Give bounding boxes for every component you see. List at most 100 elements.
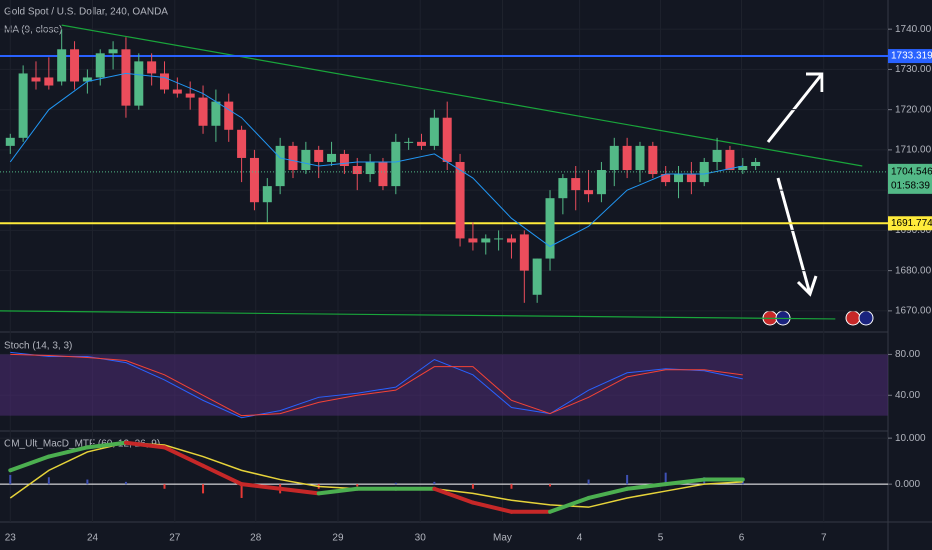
stoch-title: Stoch (14, 3, 3) bbox=[4, 341, 72, 352]
candle-body bbox=[417, 141, 427, 146]
candle-body bbox=[57, 49, 67, 82]
last-price-bg bbox=[888, 163, 932, 194]
arrows bbox=[766, 72, 824, 297]
histogram-bar bbox=[510, 484, 513, 489]
level-label: 1691.774 bbox=[891, 218, 932, 229]
candle-body bbox=[442, 117, 452, 162]
histogram-bar bbox=[86, 479, 89, 485]
candle-body bbox=[211, 101, 221, 126]
candle-body bbox=[314, 149, 324, 162]
histogram-bar bbox=[394, 482, 397, 485]
candle-body bbox=[262, 186, 272, 203]
candle-body bbox=[506, 238, 516, 243]
macd-segment bbox=[123, 440, 167, 450]
candle-body bbox=[751, 161, 761, 166]
y-tick-label: 1730.00 bbox=[895, 64, 932, 75]
histogram-bar bbox=[587, 479, 590, 485]
x-tick-label: 28 bbox=[250, 533, 262, 544]
x-tick-label: 29 bbox=[332, 533, 344, 544]
stoch-line bbox=[10, 353, 743, 417]
histogram-bar bbox=[47, 477, 50, 485]
candle-body bbox=[224, 101, 234, 130]
candle-body bbox=[185, 93, 195, 98]
ma-line bbox=[9, 72, 743, 248]
candle-body bbox=[404, 141, 414, 143]
candle-body bbox=[18, 73, 28, 138]
level-label: 1733.319 bbox=[891, 51, 932, 62]
histogram-bar bbox=[124, 481, 127, 485]
candle-body bbox=[108, 49, 118, 54]
candle-body bbox=[172, 89, 182, 94]
level-label-bg bbox=[888, 216, 932, 231]
histogram-bar bbox=[549, 484, 552, 487]
candle-body bbox=[95, 53, 105, 78]
y-tick-label: 1710.00 bbox=[895, 145, 932, 156]
macd-segment bbox=[85, 440, 128, 450]
candle-body bbox=[275, 145, 285, 187]
candle-body bbox=[237, 129, 247, 158]
candle-body bbox=[327, 153, 337, 162]
histogram-bar bbox=[626, 474, 629, 485]
up-arrow bbox=[766, 72, 824, 143]
candle-body bbox=[249, 157, 259, 203]
histogram-bar bbox=[9, 474, 12, 485]
candle-body bbox=[198, 97, 208, 126]
macd-segment bbox=[239, 482, 283, 491]
candle-body bbox=[596, 170, 606, 195]
x-tick-label: 5 bbox=[658, 533, 664, 544]
y-tick-label: 1680.00 bbox=[895, 265, 932, 276]
x-tick-label: May bbox=[493, 533, 512, 544]
stoch-band bbox=[0, 354, 888, 416]
histogram-bar bbox=[202, 484, 205, 494]
macd-segment bbox=[162, 445, 206, 468]
candle-body bbox=[455, 161, 465, 239]
candle-body bbox=[468, 238, 478, 243]
y-tick-label: 1690.00 bbox=[895, 225, 932, 236]
y-tick-label: 80.00 bbox=[895, 349, 920, 360]
candle-body bbox=[725, 149, 735, 171]
y-tick-label: 0.000 bbox=[895, 479, 920, 490]
candle-body bbox=[558, 178, 568, 199]
candle-body bbox=[5, 137, 15, 146]
candle-body bbox=[661, 174, 671, 183]
candle-body bbox=[635, 145, 645, 171]
macd-segment bbox=[201, 463, 244, 487]
x-tick-label: 7 bbox=[821, 533, 827, 544]
macd-segment bbox=[8, 454, 51, 473]
candle-body bbox=[391, 141, 401, 187]
macd-segment bbox=[316, 486, 360, 496]
candle-body bbox=[622, 145, 632, 171]
candle-body bbox=[519, 234, 529, 271]
y-tick-label: 1720.00 bbox=[895, 104, 932, 115]
candle-body bbox=[159, 73, 169, 90]
candle-body bbox=[121, 49, 131, 106]
candle-body bbox=[365, 161, 375, 175]
candle-body bbox=[712, 149, 722, 162]
last-price-label: 1704.546 bbox=[891, 166, 932, 177]
y-tick-label: 10.000 bbox=[895, 433, 926, 444]
candle-body bbox=[648, 145, 658, 175]
candle-body bbox=[134, 61, 144, 106]
y-tick-label: 1740.00 bbox=[895, 24, 932, 35]
candle-body bbox=[378, 161, 388, 187]
candle-body bbox=[31, 77, 41, 82]
trendline bbox=[61, 24, 863, 167]
x-tick-label: 23 bbox=[5, 533, 17, 544]
y-tick-label: 40.00 bbox=[895, 390, 920, 401]
candle-body bbox=[532, 258, 542, 295]
macd-segment bbox=[278, 486, 321, 496]
candle-body bbox=[481, 238, 491, 243]
histogram-bar bbox=[664, 472, 667, 485]
macd-segment bbox=[548, 495, 591, 514]
x-tick-label: 30 bbox=[415, 533, 427, 544]
histogram-bar bbox=[356, 484, 359, 487]
candle-body bbox=[44, 77, 54, 86]
histogram-bar bbox=[471, 484, 474, 489]
y-tick-label: 1670.00 bbox=[895, 306, 932, 317]
macd-segment bbox=[663, 477, 707, 487]
candle-body bbox=[352, 166, 362, 175]
candle-body bbox=[571, 178, 581, 191]
candle-body bbox=[494, 238, 504, 240]
candle-body bbox=[70, 49, 80, 82]
candle-body bbox=[738, 166, 748, 171]
